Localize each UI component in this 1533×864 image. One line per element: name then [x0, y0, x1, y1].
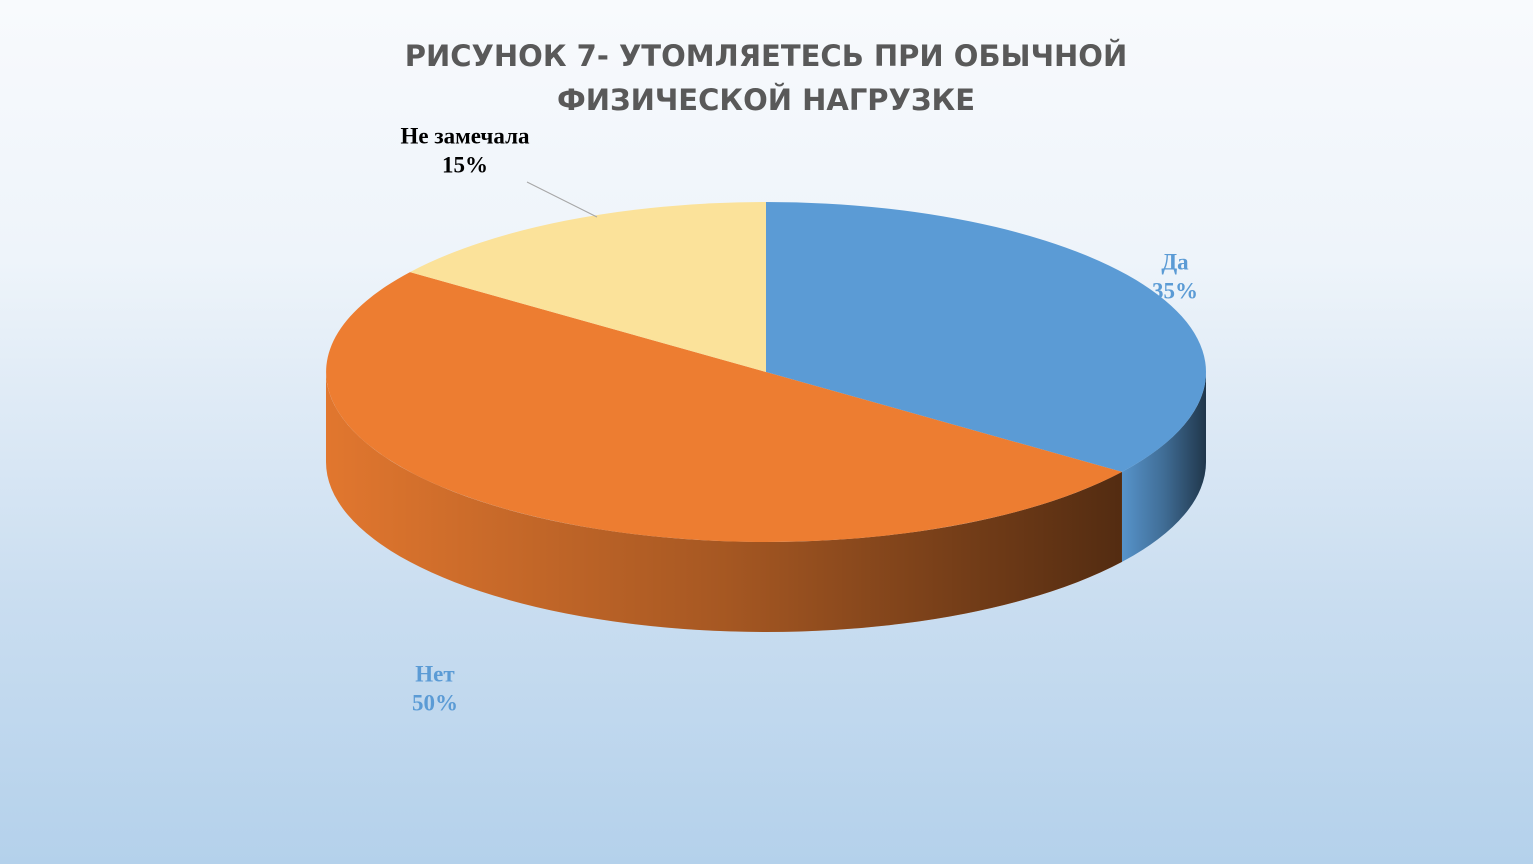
slice [326, 272, 1122, 542]
data-label-value: 15% [442, 152, 488, 177]
slice [766, 202, 1206, 472]
data-label-name: Нет [415, 661, 455, 686]
data-label-name: Не замечала [401, 123, 530, 148]
data-label-value: 35% [1152, 278, 1198, 303]
data-label-value: 50% [412, 690, 458, 715]
slice [410, 202, 766, 372]
slice-side-shade [1121, 372, 1206, 562]
leader-line [526, 181, 598, 218]
chart-title: РИСУНОК 7- УТОМЛЯЕТЕСЬ ПРИ ОБЫЧНОЙ ФИЗИЧ… [404, 39, 1128, 117]
data-label-name: Да [1161, 249, 1189, 274]
slice-side-shade [326, 372, 1122, 633]
